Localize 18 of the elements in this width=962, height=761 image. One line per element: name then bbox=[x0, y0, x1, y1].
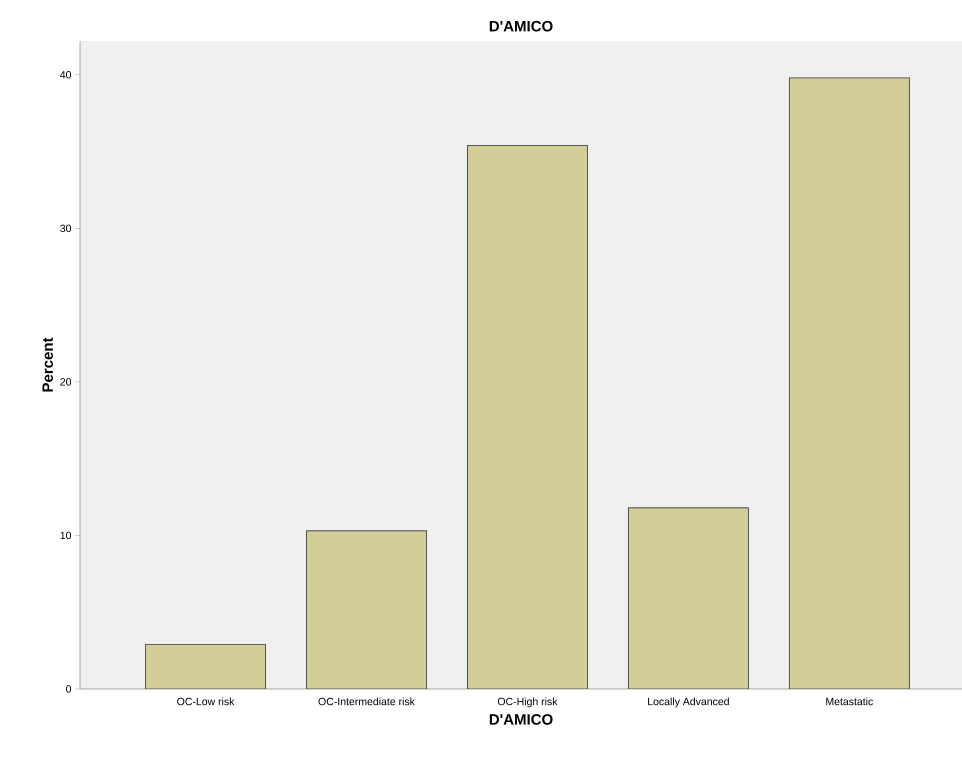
x-tick-label: OC-Low risk bbox=[177, 698, 234, 706]
x-tick-label: OC-Intermediate risk bbox=[318, 698, 415, 706]
bar bbox=[306, 530, 427, 689]
bar bbox=[467, 145, 588, 689]
bar bbox=[788, 77, 910, 689]
x-tick-label: Metastatic bbox=[826, 698, 873, 706]
x-tick-label: Locally Advanced bbox=[648, 698, 729, 708]
x-axis-title: D'AMICO bbox=[490, 714, 553, 725]
bar bbox=[145, 644, 266, 689]
x-tick-label: OC-High risk bbox=[498, 698, 558, 708]
y-tick-label: 30 bbox=[60, 224, 72, 232]
y-tick-label: 10 bbox=[60, 532, 72, 540]
chart-title: D'AMICO bbox=[490, 20, 553, 32]
y-tick-label: 40 bbox=[60, 71, 72, 78]
y-axis-title: Percent bbox=[42, 338, 53, 392]
y-tick-label: 0 bbox=[66, 685, 72, 693]
y-tick-label: 20 bbox=[60, 378, 72, 386]
bar bbox=[628, 507, 749, 689]
